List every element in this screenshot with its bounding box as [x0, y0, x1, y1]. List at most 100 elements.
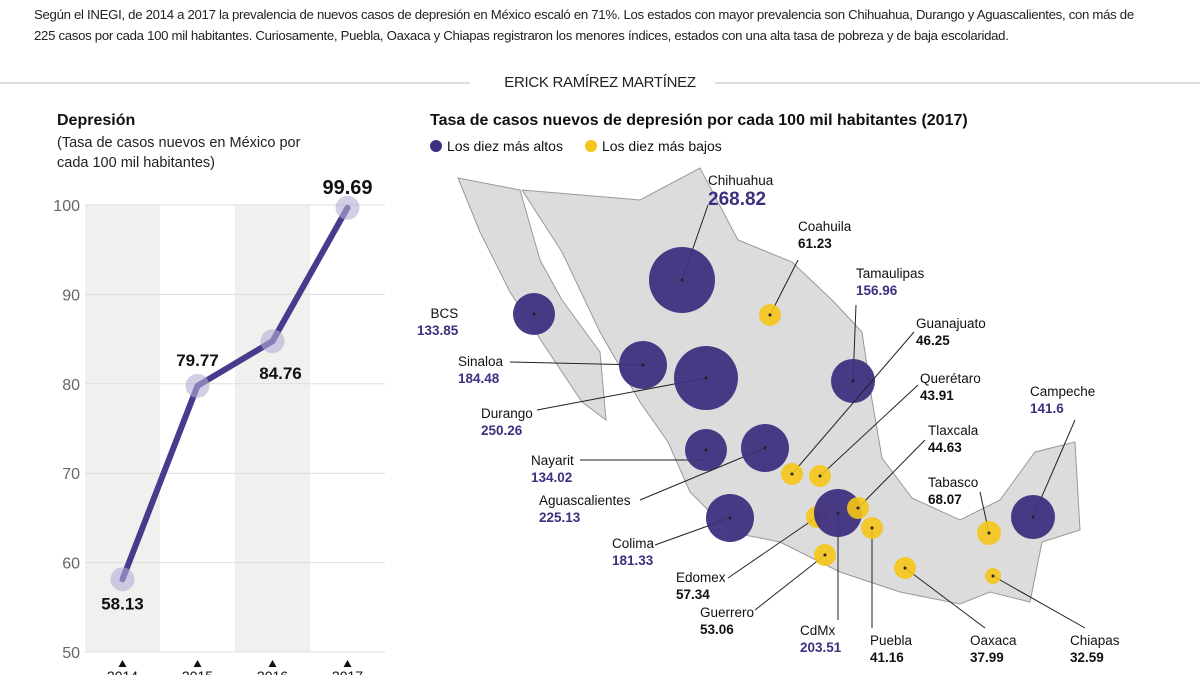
state-name: Chihuahua [708, 173, 774, 188]
year-band [310, 205, 385, 652]
y-tick-label: 80 [62, 377, 80, 394]
state-value: 61.23 [798, 236, 832, 251]
state-name: BCS [430, 306, 459, 321]
leader-line [819, 384, 919, 477]
map-title: Tasa de casos nuevos de depresión por ca… [430, 112, 968, 129]
legend-high: Los diez más altos [430, 138, 563, 154]
state-value: 68.07 [928, 492, 962, 507]
bubble-center [991, 574, 995, 578]
x-tick-label: 2014 [107, 668, 138, 675]
series-line [119, 204, 351, 583]
state-name: CdMx [800, 623, 836, 638]
bubble-center [680, 278, 684, 282]
divider [715, 82, 1200, 84]
state-label: Guanajuato 46.25 [916, 315, 986, 349]
state-label: Tamaulipas 156.96 [856, 265, 924, 299]
bubble-center [870, 526, 874, 530]
state-value: 133.85 [417, 323, 459, 338]
legend-high-dot-icon [430, 140, 442, 152]
state-value: 57.34 [676, 587, 710, 602]
state-value: 134.02 [531, 470, 573, 485]
state-value: 44.63 [928, 440, 962, 455]
state-value: 141.6 [1030, 401, 1064, 416]
state-label: Tlaxcala 44.63 [928, 422, 978, 456]
state-label: Coahuila 61.23 [798, 218, 851, 252]
byline-row: ERICK RAMÍREZ MARTÍNEZ [0, 72, 1200, 94]
y-tick-label: 70 [62, 466, 80, 483]
bubble-center [851, 379, 855, 383]
state-label: Querétaro 43.91 [920, 370, 981, 404]
bubble-center [641, 363, 645, 367]
state-label: Puebla 41.16 [870, 632, 912, 666]
year-band [235, 205, 310, 652]
triangle-marker-icon [343, 660, 352, 667]
legend-low: Los diez más bajos [584, 138, 722, 154]
state-label: Edomex 57.34 [676, 569, 726, 603]
state-name: Querétaro [920, 371, 981, 386]
state-value: 268.82 [708, 189, 767, 210]
state-name: Guerrero [700, 605, 755, 620]
bubble-center [728, 516, 732, 520]
state-name: Puebla [870, 633, 913, 648]
state-label: Chiapas 32.59 [1070, 632, 1120, 666]
bubble-center [836, 511, 840, 515]
leader-line [992, 575, 1086, 629]
state-value: 225.13 [539, 510, 581, 525]
state-label: Chihuahua 268.82 [708, 172, 773, 211]
state-value: 46.25 [916, 333, 950, 348]
bubble-center [704, 448, 708, 452]
line-chart-title: Depresión [57, 112, 136, 129]
bubble-center [856, 506, 860, 510]
data-label: 84.76 [259, 364, 302, 383]
bubble-center [903, 566, 907, 570]
triangle-marker-icon [268, 660, 277, 667]
triangle-marker-icon [193, 660, 202, 667]
bubble-center [532, 312, 536, 316]
state-name: Sinaloa [458, 354, 504, 369]
divider [0, 82, 470, 84]
data-point [335, 195, 360, 220]
state-name: Colima [612, 536, 655, 551]
state-value: 32.59 [1070, 650, 1104, 665]
leader-line [904, 567, 986, 629]
state-name: Chiapas [1070, 633, 1120, 648]
bubble-center [704, 376, 708, 380]
bubble-center [1031, 515, 1035, 519]
intro-text: Según el INEGI, de 2014 a 2017 la preval… [34, 7, 1134, 43]
state-name: Tamaulipas [856, 266, 925, 281]
state-label: Tabasco 68.07 [928, 474, 978, 508]
year-band [160, 205, 235, 652]
triangle-marker-icon [118, 660, 127, 667]
state-name: Durango [481, 406, 533, 421]
state-label: Guerrero 53.06 [700, 604, 754, 638]
state-label: Sinaloa 184.48 [458, 353, 503, 387]
x-tick-label: 2016 [257, 668, 288, 675]
state-value: 53.06 [700, 622, 734, 637]
x-tick-label: 2017 [332, 668, 363, 675]
y-tick-label: 100 [53, 198, 80, 215]
y-tick-label: 60 [62, 556, 80, 573]
byline: ERICK RAMÍREZ MARTÍNEZ [504, 74, 696, 91]
data-label: 99.69 [322, 177, 372, 199]
legend-high-label: Los diez más altos [447, 138, 563, 154]
y-tick-label: 50 [62, 645, 80, 662]
state-name: Coahuila [798, 219, 852, 234]
state-label: Oaxaca 37.99 [970, 632, 1017, 666]
bubble-center [987, 531, 991, 535]
data-point [260, 329, 285, 354]
state-name: Aguascalientes [539, 493, 631, 508]
state-value: 184.48 [458, 371, 500, 386]
bubble-center [790, 472, 794, 476]
state-label: Durango 250.26 [481, 405, 533, 439]
state-value: 203.51 [800, 640, 842, 655]
leader-line [791, 331, 915, 475]
state-name: Tlaxcala [928, 423, 979, 438]
state-name: Guanajuato [916, 316, 986, 331]
state-label: CdMx 203.51 [800, 622, 841, 656]
state-value: 43.91 [920, 388, 954, 403]
state-name: Campeche [1030, 384, 1096, 399]
state-label: Nayarit 134.02 [531, 452, 574, 486]
state-value: 37.99 [970, 650, 1004, 665]
data-point [110, 567, 135, 592]
